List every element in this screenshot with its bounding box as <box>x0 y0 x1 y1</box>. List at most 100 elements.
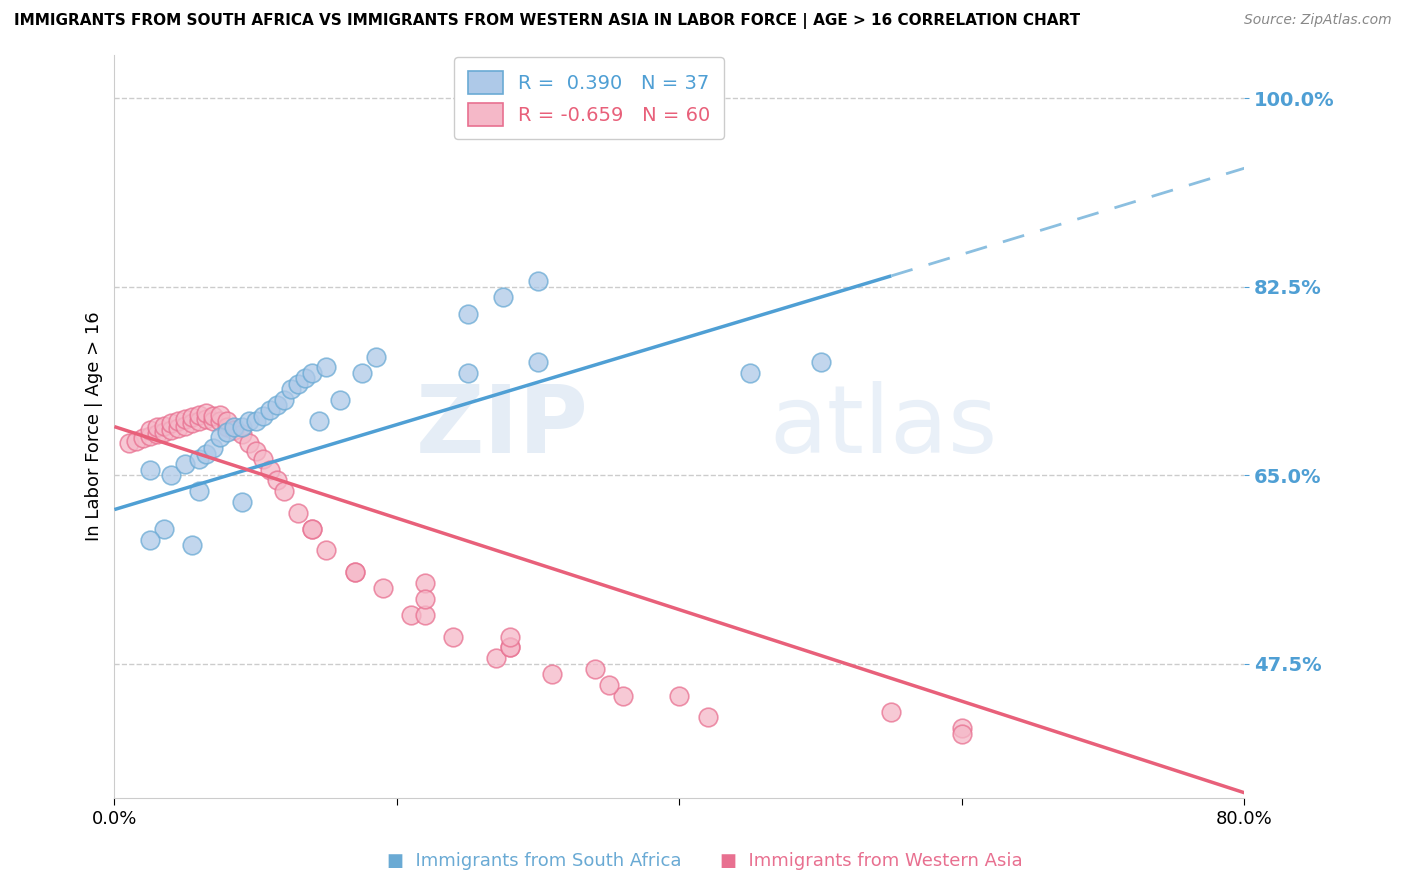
Point <box>224 423 246 437</box>
Legend: R =  0.390   N = 37, R = -0.659   N = 60: R = 0.390 N = 37, R = -0.659 N = 60 <box>454 57 724 139</box>
Point <box>188 484 211 499</box>
Point <box>371 581 394 595</box>
Point <box>413 591 436 606</box>
Point <box>238 414 260 428</box>
Point <box>153 418 176 433</box>
Y-axis label: In Labor Force | Age > 16: In Labor Force | Age > 16 <box>86 312 103 541</box>
Point <box>202 414 225 428</box>
Point <box>174 458 197 472</box>
Point <box>181 417 204 431</box>
Point <box>329 392 352 407</box>
Point <box>202 441 225 455</box>
Point <box>315 360 337 375</box>
Point <box>138 429 160 443</box>
Text: IMMIGRANTS FROM SOUTH AFRICA VS IMMIGRANTS FROM WESTERN ASIA IN LABOR FORCE | AG: IMMIGRANTS FROM SOUTH AFRICA VS IMMIGRAN… <box>14 13 1080 29</box>
Point <box>343 565 366 579</box>
Point <box>131 432 153 446</box>
Text: ■  Immigrants from Western Asia: ■ Immigrants from Western Asia <box>720 852 1024 870</box>
Point <box>195 446 218 460</box>
Point <box>124 434 146 448</box>
Point <box>202 409 225 423</box>
Point <box>231 427 253 442</box>
Point <box>598 678 620 692</box>
Point <box>668 689 690 703</box>
Point <box>950 726 973 740</box>
Point <box>492 290 515 304</box>
Point <box>209 430 232 444</box>
Point <box>266 398 288 412</box>
Point <box>499 640 522 655</box>
Point <box>217 425 239 439</box>
Point <box>612 689 634 703</box>
Point <box>138 463 160 477</box>
Point <box>301 522 323 536</box>
Point <box>181 538 204 552</box>
Point <box>308 414 330 428</box>
Point <box>224 419 246 434</box>
Point <box>364 350 387 364</box>
Point <box>195 406 218 420</box>
Point <box>457 307 479 321</box>
Point <box>188 452 211 467</box>
Point <box>146 419 169 434</box>
Point <box>209 408 232 422</box>
Point <box>287 506 309 520</box>
Point <box>266 474 288 488</box>
Point <box>181 409 204 424</box>
Point <box>287 376 309 391</box>
Point <box>301 522 323 536</box>
Point <box>696 710 718 724</box>
Point <box>153 522 176 536</box>
Point <box>138 533 160 547</box>
Point <box>880 705 903 719</box>
Point <box>217 414 239 428</box>
Text: Source: ZipAtlas.com: Source: ZipAtlas.com <box>1244 13 1392 28</box>
Point <box>738 366 761 380</box>
Point <box>188 414 211 428</box>
Text: ZIP: ZIP <box>416 381 589 473</box>
Point <box>252 452 274 467</box>
Point <box>217 419 239 434</box>
Point <box>153 425 176 439</box>
Point <box>457 366 479 380</box>
Point <box>231 495 253 509</box>
Point <box>146 427 169 442</box>
Point <box>245 414 267 428</box>
Point <box>301 366 323 380</box>
Point <box>499 630 522 644</box>
Point <box>294 371 316 385</box>
Point <box>350 366 373 380</box>
Point <box>527 274 550 288</box>
Point <box>499 640 522 655</box>
Point <box>259 463 281 477</box>
Point <box>583 662 606 676</box>
Point <box>174 418 197 433</box>
Point <box>273 392 295 407</box>
Point <box>485 651 508 665</box>
Point <box>441 630 464 644</box>
Point <box>160 423 183 437</box>
Point <box>117 435 139 450</box>
Point <box>245 444 267 458</box>
Point <box>810 355 832 369</box>
Point <box>188 408 211 422</box>
Text: ■  Immigrants from South Africa: ■ Immigrants from South Africa <box>387 852 682 870</box>
Point <box>343 565 366 579</box>
Point <box>413 575 436 590</box>
Point <box>138 423 160 437</box>
Point <box>273 484 295 499</box>
Point <box>280 382 302 396</box>
Text: atlas: atlas <box>770 381 998 473</box>
Point <box>252 409 274 423</box>
Point <box>399 608 422 623</box>
Point <box>238 435 260 450</box>
Point <box>315 543 337 558</box>
Point <box>209 414 232 428</box>
Point <box>167 421 190 435</box>
Point <box>174 412 197 426</box>
Point <box>160 417 183 431</box>
Point <box>231 419 253 434</box>
Point <box>160 468 183 483</box>
Point <box>167 414 190 428</box>
Point <box>527 355 550 369</box>
